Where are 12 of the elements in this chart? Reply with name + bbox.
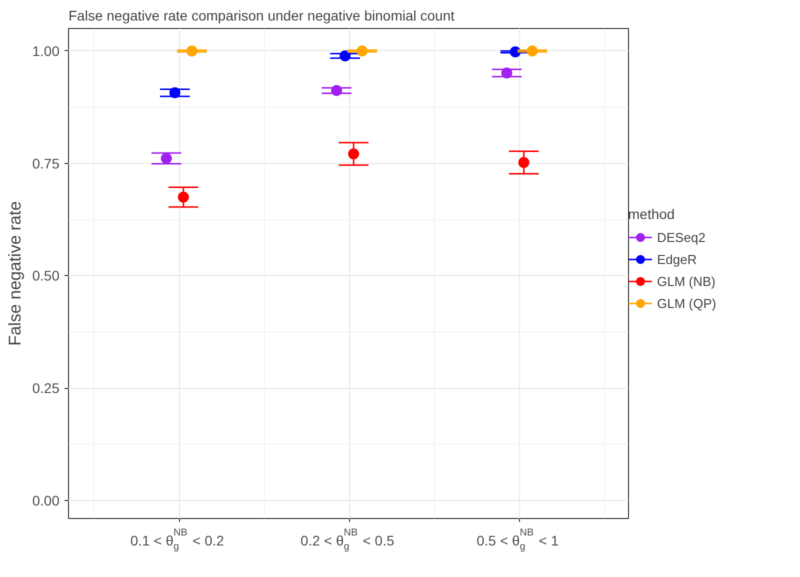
chart-title: False negative rate comparison under negative binomial count (68, 8, 455, 24)
legend-label: GLM (NB) (657, 274, 716, 288)
y-tick-label: 0.50 (32, 268, 60, 284)
y-tick-label: 0.25 (32, 380, 60, 396)
legend-label: GLM (QP) (657, 296, 716, 310)
legend-title: method (628, 206, 676, 222)
y-tick-label: 0.75 (32, 155, 60, 172)
y-axis-title: False negative rate (5, 201, 24, 346)
y-tick-label: 1.00 (32, 42, 60, 59)
y-tick-label: 0.00 (32, 492, 60, 509)
legend-label: DESeq2 (657, 230, 706, 244)
legend-label: EdgeR (657, 252, 697, 266)
